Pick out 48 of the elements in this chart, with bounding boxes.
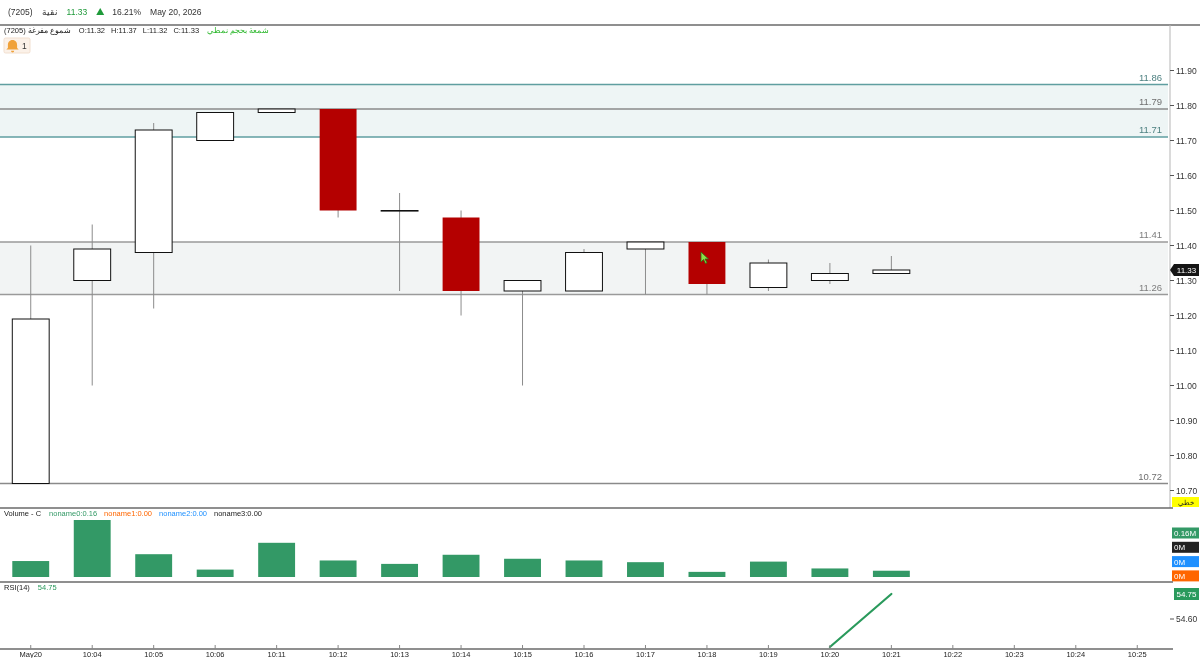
ref-line-label: 11.86 [1138,71,1162,83]
text: 0M [1174,557,1186,567]
text: 0.16M [1174,529,1197,538]
text: 54.75 [1176,590,1198,599]
bar [135,554,173,577]
candlestick [380,192,419,292]
text: 0M [1174,571,1186,581]
text: May 20, 2026 [150,7,202,17]
bar [749,561,787,577]
y-tick-label: 10.80 [1176,450,1198,461]
y-tick-label: 11.50 [1176,205,1197,216]
bar [381,563,419,577]
bar [872,570,910,577]
text: نقية [41,7,58,17]
bar [73,520,111,577]
y-tick-label: 11.60 [1176,170,1197,181]
y-tick-label: 11.20 [1176,310,1197,321]
text: 16.21% [112,7,142,17]
bar [565,560,603,577]
annotation: 11.33 [1176,266,1197,275]
text: 0M [1174,543,1186,553]
ref-line-label: 10.72 [1138,470,1162,482]
y-tick-label: 11.70 [1176,135,1197,146]
bar [12,561,50,577]
bar [319,560,357,577]
y-tick-label: 10.90 [1176,415,1198,426]
y-tick-label: 11.00 [1176,380,1197,391]
y-tick-label: 10.70 [1176,485,1198,496]
ref-line-label: 11.41 [1138,229,1162,240]
y-tick-label: 11.30 [1176,275,1197,286]
bar [688,571,726,577]
text: 11.33 [66,7,88,17]
text: (7205) [8,7,33,17]
ref-line-label: 11.79 [1138,96,1162,107]
bar [627,562,664,577]
text: 54.60 [1176,614,1198,624]
bar [504,558,541,577]
ref-line-label: 11.26 [1138,281,1162,293]
bar [811,568,849,577]
y-tick-label: 11.40 [1176,240,1197,251]
bar [442,554,480,577]
y-tick-label: 11.90 [1176,65,1197,76]
y-tick-label: 11.80 [1176,100,1197,111]
bar [258,542,296,577]
annotation: 1 [22,41,27,51]
bar [196,569,234,577]
y-tick-label: 11.10 [1176,345,1197,356]
ref-line-label: 11.71 [1138,124,1162,135]
